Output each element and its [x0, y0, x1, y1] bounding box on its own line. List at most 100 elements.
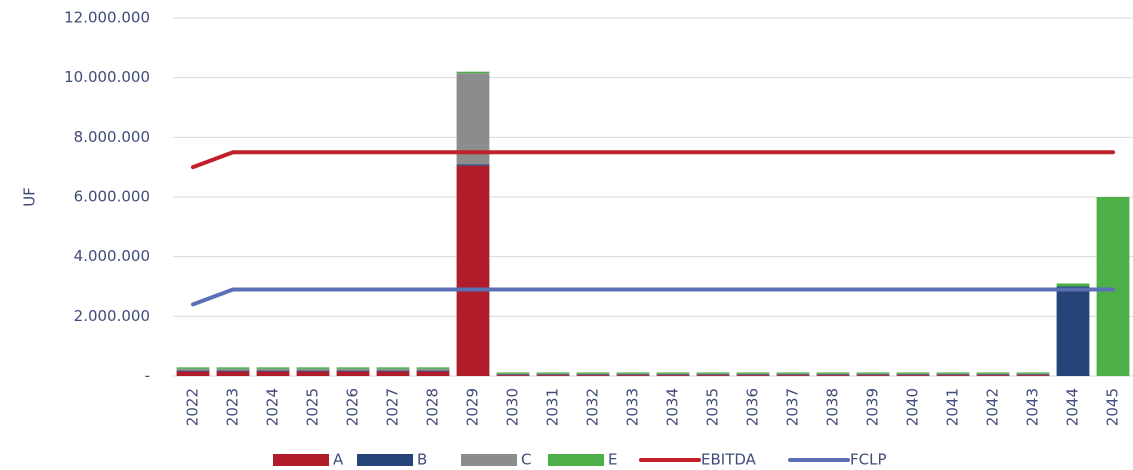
x-tick-label: 2030 — [504, 388, 522, 426]
legend-swatch — [461, 454, 517, 466]
legend-label: A — [333, 451, 344, 469]
bar-segment — [536, 372, 570, 374]
y-tick-label: 10.000.000 — [64, 68, 150, 86]
bar-segment — [776, 374, 810, 376]
y-tick-label: 6.000.000 — [74, 188, 150, 206]
x-tick-label: 2028 — [424, 388, 442, 426]
bar-segment — [416, 371, 450, 376]
bar-segment — [736, 375, 770, 376]
bar-segment — [1096, 197, 1130, 376]
bar-segment — [376, 370, 410, 372]
bar-segment — [576, 372, 610, 374]
bar-segment — [456, 71, 490, 74]
bar-segment — [376, 367, 410, 369]
x-tick-label: 2031 — [544, 388, 562, 426]
bar-segment — [176, 370, 210, 372]
bar-segment — [816, 372, 850, 374]
bar-segment — [496, 375, 530, 376]
bar-segment — [176, 368, 210, 371]
bar-segment — [256, 367, 290, 369]
bar-segment — [336, 367, 370, 369]
bar-segment — [256, 368, 290, 371]
bar-segment — [176, 371, 210, 376]
bar-segment — [976, 374, 1010, 376]
bar-segment — [936, 373, 970, 375]
bar-segment — [936, 375, 970, 376]
bar-segment — [1016, 374, 1050, 376]
bar-segment — [976, 375, 1010, 376]
bar-segment — [536, 373, 570, 375]
legend-swatch — [357, 454, 413, 466]
bar-segment — [896, 374, 930, 376]
y-tick-label: 12.000.000 — [64, 9, 150, 27]
bar-segment — [496, 373, 530, 375]
y-tick-label: - — [145, 367, 150, 385]
y-tick-label: 2.000.000 — [74, 307, 150, 325]
bar-segment — [496, 374, 530, 376]
x-tick-label: 2035 — [704, 388, 722, 426]
bar-segment — [336, 371, 370, 376]
bar-segment — [1016, 373, 1050, 375]
bar-segment — [296, 370, 330, 372]
bar-segment — [336, 368, 370, 371]
bar-segment — [736, 374, 770, 376]
legend-label: EBITDA — [701, 451, 757, 469]
x-tick-label: 2024 — [264, 388, 282, 426]
bar-segment — [616, 374, 650, 376]
x-tick-label: 2038 — [824, 388, 842, 426]
bar-segment — [736, 372, 770, 374]
bar-segment — [816, 375, 850, 376]
bar-segment — [376, 368, 410, 371]
x-tick-label: 2039 — [864, 388, 882, 426]
bar-segment — [536, 375, 570, 376]
bar-segment — [776, 373, 810, 375]
bar-segment — [336, 370, 370, 372]
bar-segment — [176, 367, 210, 369]
y-tick-label: 8.000.000 — [74, 128, 150, 146]
bar-segment — [776, 375, 810, 376]
bar-segment — [616, 375, 650, 376]
x-tick-label: 2043 — [1024, 388, 1042, 426]
line — [191, 287, 1115, 307]
x-tick-label: 2032 — [584, 388, 602, 426]
bar-segment — [536, 374, 570, 376]
bar-segment — [1016, 372, 1050, 374]
bar-segment — [256, 370, 290, 372]
x-tick-label: 2041 — [944, 388, 962, 426]
bar-segment — [456, 73, 490, 165]
bar-segment — [376, 371, 410, 376]
bar-segment — [696, 375, 730, 376]
y-axis-label: UF — [21, 187, 39, 207]
bar-segment — [856, 372, 890, 374]
bar-segment — [936, 374, 970, 376]
bar-segment — [696, 372, 730, 374]
line — [191, 150, 1115, 170]
x-tick-label: 2026 — [344, 388, 362, 426]
bar-segment — [216, 367, 250, 369]
bar-segment — [696, 373, 730, 375]
x-tick-label: 2034 — [664, 388, 682, 426]
bar-segment — [816, 374, 850, 376]
bar-segment — [1016, 375, 1050, 376]
bar-segment — [856, 374, 890, 376]
bar-segment — [656, 374, 690, 376]
legend-swatch — [548, 454, 604, 466]
x-tick-label: 2036 — [744, 388, 762, 426]
legend-label: C — [521, 451, 531, 469]
legend-swatch — [273, 454, 329, 466]
bar-segment — [456, 164, 490, 166]
x-tick-label: 2033 — [624, 388, 642, 426]
bar-segment — [456, 165, 490, 376]
legend-label: B — [417, 451, 427, 469]
bar-segment — [576, 374, 610, 376]
bar-segment — [816, 373, 850, 375]
bar-segment — [576, 375, 610, 376]
x-tick-label: 2025 — [304, 388, 322, 426]
bar-segment — [856, 373, 890, 375]
bar-segment — [256, 371, 290, 376]
bar-segment — [576, 373, 610, 375]
bar-segment — [656, 372, 690, 374]
bar-segment — [496, 372, 530, 374]
bar-segment — [896, 372, 930, 374]
